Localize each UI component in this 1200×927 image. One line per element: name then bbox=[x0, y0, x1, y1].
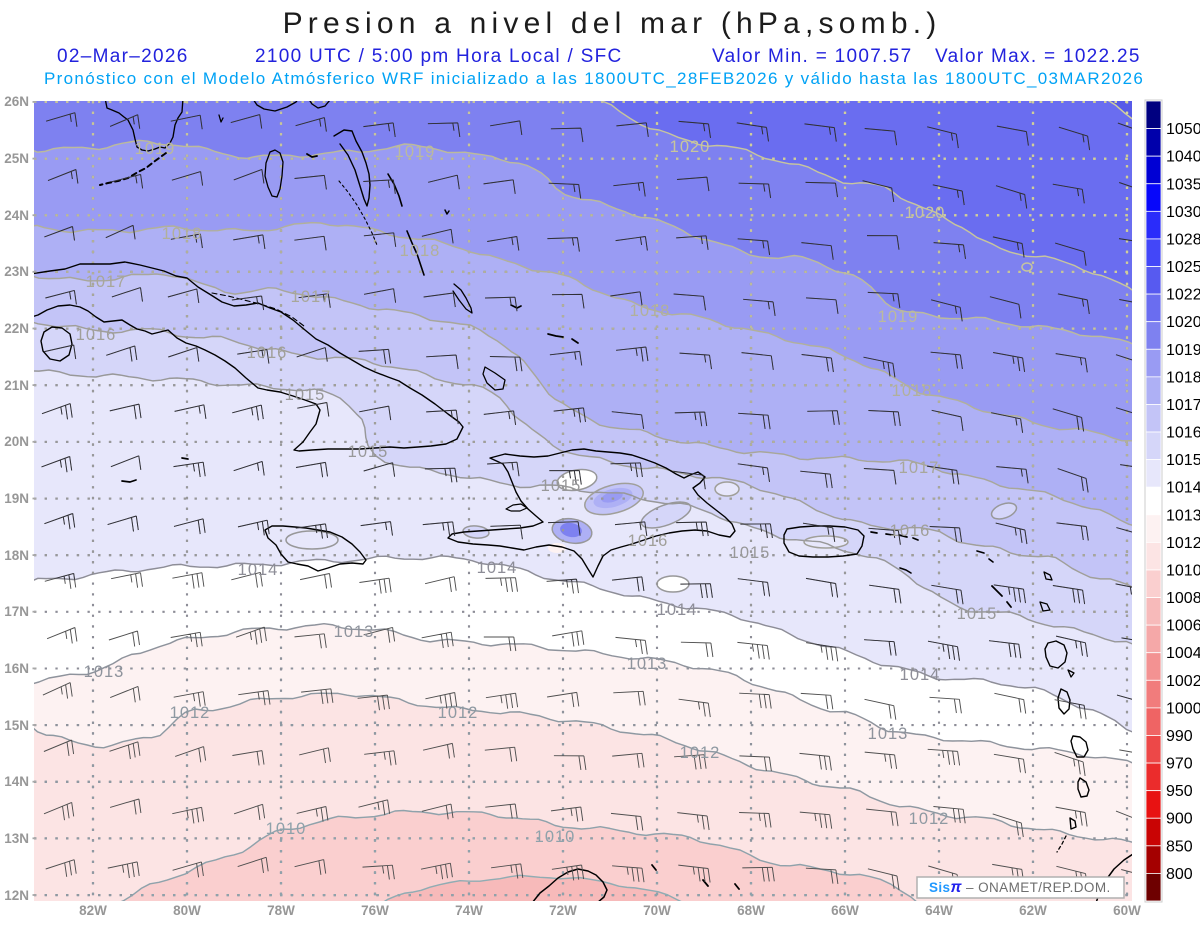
svg-text:1012: 1012 bbox=[909, 810, 950, 828]
svg-text:1013: 1013 bbox=[868, 725, 909, 743]
svg-text:Valor Max. = 1022.25: Valor Max. = 1022.25 bbox=[935, 46, 1141, 67]
svg-text:76W: 76W bbox=[361, 903, 389, 918]
svg-text:1020: 1020 bbox=[670, 138, 711, 156]
svg-text:1015: 1015 bbox=[285, 386, 326, 404]
svg-text:1022: 1022 bbox=[1166, 287, 1200, 304]
svg-text:82W: 82W bbox=[79, 903, 107, 918]
svg-text:Valor Min. = 1007.57: Valor Min. = 1007.57 bbox=[712, 46, 912, 67]
svg-text:1018: 1018 bbox=[1166, 369, 1200, 386]
svg-text:1015: 1015 bbox=[541, 477, 582, 495]
svg-text:1013: 1013 bbox=[84, 663, 125, 681]
svg-text:1012: 1012 bbox=[680, 744, 721, 762]
svg-text:70W: 70W bbox=[643, 903, 671, 918]
svg-text:60W: 60W bbox=[1113, 903, 1141, 918]
svg-text:850: 850 bbox=[1166, 838, 1193, 855]
svg-text:1000: 1000 bbox=[1166, 700, 1200, 717]
svg-text:1020: 1020 bbox=[905, 204, 946, 222]
svg-text:1018: 1018 bbox=[400, 242, 441, 260]
svg-text:1017: 1017 bbox=[86, 273, 127, 291]
svg-text:1016: 1016 bbox=[247, 344, 288, 362]
svg-text:1040: 1040 bbox=[1166, 149, 1200, 166]
svg-text:62W: 62W bbox=[1019, 903, 1047, 918]
svg-text:1012: 1012 bbox=[1166, 535, 1200, 552]
svg-text:1010: 1010 bbox=[1166, 563, 1200, 580]
svg-text:990: 990 bbox=[1166, 728, 1193, 745]
svg-text:1015: 1015 bbox=[957, 605, 998, 623]
svg-text:25N: 25N bbox=[4, 151, 29, 166]
svg-text:19N: 19N bbox=[4, 491, 29, 506]
svg-text:17N: 17N bbox=[4, 604, 29, 619]
svg-text:20N: 20N bbox=[4, 434, 29, 449]
svg-text:18N: 18N bbox=[4, 548, 29, 563]
svg-text:Pronóstico con el Modelo Atmós: Pronóstico con el Modelo Atmósferico WRF… bbox=[44, 69, 1144, 88]
svg-text:1030: 1030 bbox=[1166, 204, 1200, 221]
svg-text:1004: 1004 bbox=[1166, 645, 1200, 662]
svg-text:1014: 1014 bbox=[477, 559, 518, 577]
svg-text:1017: 1017 bbox=[899, 459, 940, 477]
svg-text:1017: 1017 bbox=[1166, 397, 1200, 414]
svg-text:1016: 1016 bbox=[76, 326, 117, 344]
svg-text:1019: 1019 bbox=[878, 308, 919, 326]
svg-text:66W: 66W bbox=[831, 903, 859, 918]
svg-text:1013: 1013 bbox=[334, 623, 375, 641]
svg-text:1020: 1020 bbox=[1166, 314, 1200, 331]
svg-text:1016: 1016 bbox=[628, 532, 669, 550]
svg-text:13N: 13N bbox=[4, 831, 29, 846]
svg-text:1015: 1015 bbox=[730, 544, 771, 562]
svg-text:1018: 1018 bbox=[892, 382, 933, 400]
svg-text:21N: 21N bbox=[4, 378, 29, 393]
svg-text:1008: 1008 bbox=[1166, 590, 1200, 607]
svg-text:1002: 1002 bbox=[1166, 673, 1200, 690]
svg-text:1015: 1015 bbox=[348, 443, 389, 461]
svg-text:16N: 16N bbox=[4, 661, 29, 676]
svg-text:1050: 1050 bbox=[1166, 121, 1200, 138]
svg-text:1015: 1015 bbox=[1166, 452, 1200, 469]
svg-text:23N: 23N bbox=[4, 264, 29, 279]
svg-text:Sisπ – ONAMET/REP.DOM.: Sisπ – ONAMET/REP.DOM. bbox=[929, 879, 1111, 896]
svg-text:1017: 1017 bbox=[291, 288, 332, 306]
svg-text:22N: 22N bbox=[4, 321, 29, 336]
svg-text:950: 950 bbox=[1166, 783, 1193, 800]
svg-text:1035: 1035 bbox=[1166, 176, 1200, 193]
svg-text:72W: 72W bbox=[549, 903, 577, 918]
svg-text:64W: 64W bbox=[925, 903, 953, 918]
svg-text:1018: 1018 bbox=[162, 225, 203, 243]
svg-text:1010: 1010 bbox=[535, 828, 576, 846]
svg-text:1013: 1013 bbox=[1166, 507, 1200, 524]
svg-text:1010: 1010 bbox=[266, 820, 307, 838]
svg-text:1025: 1025 bbox=[1166, 259, 1200, 276]
svg-text:14N: 14N bbox=[4, 774, 29, 789]
svg-text:74W: 74W bbox=[455, 903, 483, 918]
svg-text:1014: 1014 bbox=[900, 666, 941, 684]
svg-text:1016: 1016 bbox=[1166, 425, 1200, 442]
svg-text:900: 900 bbox=[1166, 811, 1193, 828]
svg-text:1018: 1018 bbox=[630, 302, 671, 320]
svg-text:1019: 1019 bbox=[1166, 342, 1200, 359]
svg-text:1012: 1012 bbox=[438, 704, 479, 722]
svg-text:1012: 1012 bbox=[170, 704, 211, 722]
svg-text:1014: 1014 bbox=[238, 561, 279, 579]
svg-text:1013: 1013 bbox=[627, 655, 668, 673]
svg-text:26N: 26N bbox=[4, 94, 29, 109]
svg-text:1014: 1014 bbox=[657, 601, 698, 619]
svg-text:12N: 12N bbox=[4, 888, 29, 903]
svg-text:800: 800 bbox=[1166, 866, 1193, 883]
svg-text:1016: 1016 bbox=[890, 522, 931, 540]
svg-text:970: 970 bbox=[1166, 756, 1193, 773]
svg-text:2100 UTC / 5:00 pm Hora Local: 2100 UTC / 5:00 pm Hora Local / SFC bbox=[255, 46, 623, 67]
svg-text:24N: 24N bbox=[4, 208, 29, 223]
svg-text:1028: 1028 bbox=[1166, 231, 1200, 248]
svg-text:Presion a nivel del mar (hPa,s: Presion a nivel del mar (hPa,somb.) bbox=[283, 7, 942, 40]
svg-text:02–Mar–2026: 02–Mar–2026 bbox=[57, 46, 189, 67]
svg-text:1014: 1014 bbox=[1166, 480, 1200, 497]
svg-text:15N: 15N bbox=[4, 718, 29, 733]
svg-text:1006: 1006 bbox=[1166, 618, 1200, 635]
svg-text:68W: 68W bbox=[737, 903, 765, 918]
svg-text:78W: 78W bbox=[267, 903, 295, 918]
svg-text:80W: 80W bbox=[173, 903, 201, 918]
svg-text:1019: 1019 bbox=[135, 140, 176, 158]
svg-text:1019: 1019 bbox=[395, 143, 436, 161]
